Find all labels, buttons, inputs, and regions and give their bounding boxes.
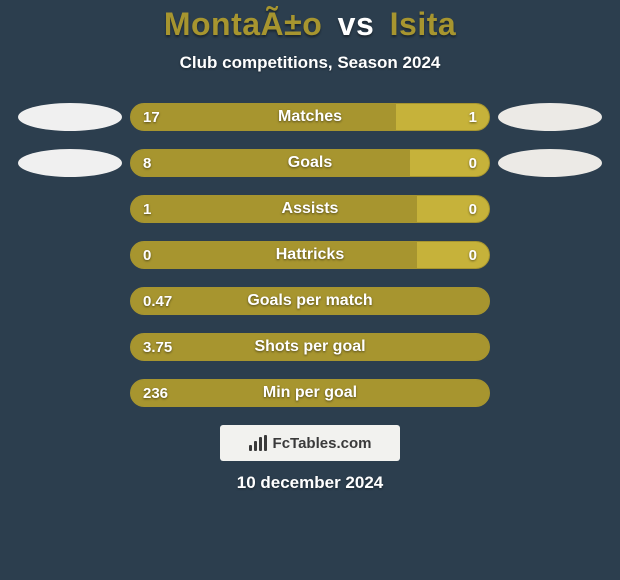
stat-row: 10Assists: [10, 195, 610, 223]
team-left-logo: [18, 149, 122, 177]
logo-slot-left: [10, 287, 130, 315]
brand-text: FcTables.com: [273, 435, 372, 452]
logo-slot-left: [10, 103, 130, 131]
stat-row: 3.75Shots per goal: [10, 333, 610, 361]
team-left-logo: [18, 103, 122, 131]
logo-slot-right: [490, 333, 610, 361]
player-right-name: Isita: [390, 6, 457, 42]
stat-row: 80Goals: [10, 149, 610, 177]
team-right-logo: [498, 103, 602, 131]
player-left-name: MontaÃ±o: [164, 6, 322, 42]
page-title: MontaÃ±o vs Isita: [0, 6, 620, 43]
bar-right-fill: [410, 150, 489, 176]
logo-slot-right: [490, 103, 610, 131]
brand-chart-icon: [249, 435, 267, 451]
bar-right-fill: [417, 242, 489, 268]
stat-row: 236Min per goal: [10, 379, 610, 407]
bar-left-fill: [131, 288, 489, 314]
bar-left-fill: [131, 334, 489, 360]
stat-row: 00Hattricks: [10, 241, 610, 269]
team-right-logo: [498, 149, 602, 177]
stat-row: 171Matches: [10, 103, 610, 131]
stat-bar: 80Goals: [130, 149, 490, 177]
logo-slot-right: [490, 149, 610, 177]
bar-left-fill: [131, 380, 489, 406]
logo-slot-left: [10, 379, 130, 407]
logo-slot-left: [10, 333, 130, 361]
logo-slot-left: [10, 241, 130, 269]
bar-right-fill: [417, 196, 489, 222]
bar-left-fill: [131, 242, 417, 268]
logo-slot-left: [10, 195, 130, 223]
logo-slot-left: [10, 149, 130, 177]
stat-bar: 236Min per goal: [130, 379, 490, 407]
stat-row: 0.47Goals per match: [10, 287, 610, 315]
footer-date: 10 december 2024: [0, 473, 620, 493]
brand-badge: FcTables.com: [220, 425, 400, 461]
comparison-card: MontaÃ±o vs Isita Club competitions, Sea…: [0, 0, 620, 580]
stat-bar: 3.75Shots per goal: [130, 333, 490, 361]
stat-bar: 10Assists: [130, 195, 490, 223]
bar-left-fill: [131, 104, 396, 130]
bar-left-fill: [131, 150, 410, 176]
stat-bar: 171Matches: [130, 103, 490, 131]
logo-slot-right: [490, 287, 610, 315]
logo-slot-right: [490, 379, 610, 407]
subtitle: Club competitions, Season 2024: [0, 53, 620, 73]
logo-slot-right: [490, 241, 610, 269]
stat-bar: 00Hattricks: [130, 241, 490, 269]
stat-bar: 0.47Goals per match: [130, 287, 490, 315]
stats-container: 171Matches 80Goals 10Assists 00Hattricks 0.4…: [0, 103, 620, 407]
logo-slot-right: [490, 195, 610, 223]
bar-left-fill: [131, 196, 417, 222]
vs-separator: vs: [332, 6, 381, 42]
bar-right-fill: [396, 104, 489, 130]
